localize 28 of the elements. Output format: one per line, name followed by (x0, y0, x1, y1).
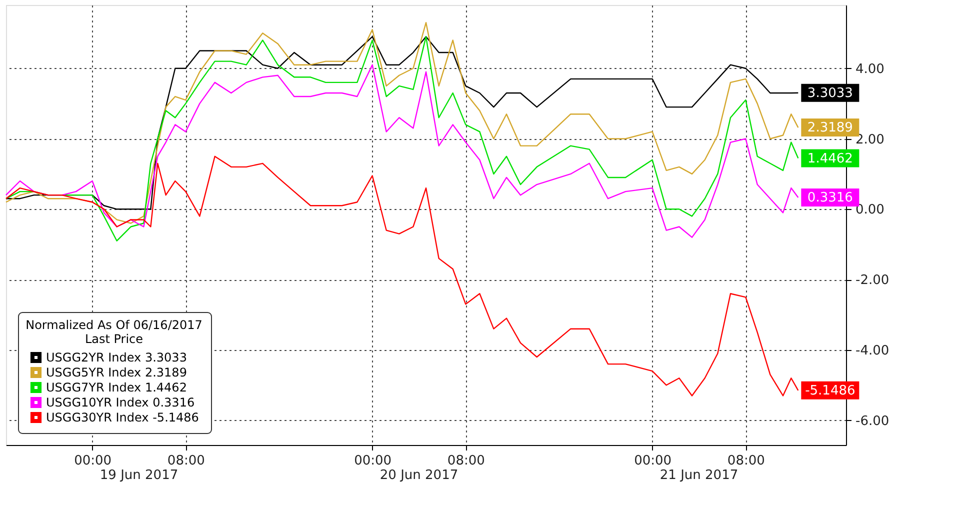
legend-label: USGG10YR Index 0.3316 (46, 396, 195, 410)
y-tick-label: 0.00 (856, 202, 884, 218)
text: 20 Jun 2017 (380, 468, 458, 483)
legend-label: USGG7YR Index 1.4462 (46, 380, 187, 394)
x-tick-label: 00:00 (74, 454, 112, 468)
line-series (5, 64, 799, 238)
data-label: 0.3316 (807, 190, 853, 206)
x-tick-label: 08:00 (727, 454, 765, 468)
text: 21 Jun 2017 (660, 468, 738, 483)
legend-title: Normalized As Of 06/16/2017 Last Price (26, 318, 202, 346)
x-tick-label: 00:00 (354, 454, 392, 468)
legend-label: USGG30YR Index -5.1486 (46, 410, 199, 424)
data-label: 1.4462 (807, 151, 853, 166)
text: 19 Jun 2017 (100, 468, 178, 483)
x-tick-label: 08:00 (447, 454, 485, 468)
data-label: 3.3033 (807, 86, 853, 101)
line-series (5, 156, 799, 396)
x-tick-label: 00:00 (634, 454, 672, 468)
y-tick-label: -4.00 (856, 343, 890, 358)
data-label: 2.3189 (807, 120, 853, 136)
y-tick-label: 4.00 (856, 62, 884, 77)
y-tick-label: -6.00 (856, 414, 890, 429)
y-tick-label: -2.00 (856, 273, 890, 288)
y-tick-label: 2.00 (856, 132, 884, 148)
data-label: -5.1486 (805, 383, 856, 398)
legend-label: USGG2YR Index 3.3033 (46, 350, 187, 364)
x-tick-label: 08:00 (167, 454, 205, 468)
legend-label: USGG5YR Index 2.3189 (46, 366, 187, 380)
